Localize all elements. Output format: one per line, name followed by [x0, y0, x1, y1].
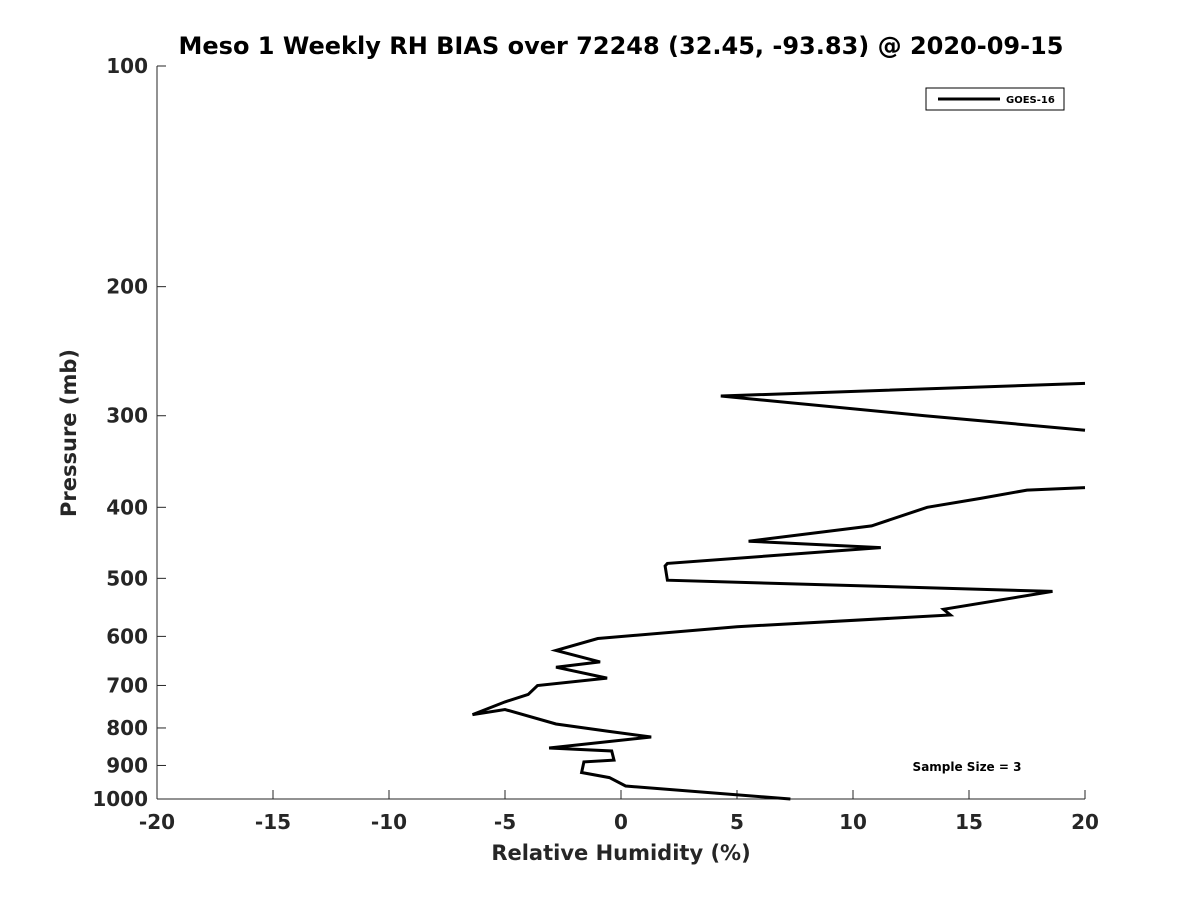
series-line-goes-16-segment-1 [471, 486, 1086, 801]
series-line-goes-16-segment-2 [720, 381, 1086, 432]
y-tick-label: 400 [106, 495, 148, 519]
y-tick-label: 600 [106, 624, 148, 648]
x-tick-label: -15 [255, 810, 291, 834]
series-group [471, 381, 1086, 801]
sample-size-annotation: Sample Size = 3 [913, 760, 1022, 774]
y-tick-label: 200 [106, 275, 148, 299]
x-tick-label: 0 [614, 810, 628, 834]
x-tick-label: 15 [955, 810, 983, 834]
y-tick-label: 700 [106, 673, 148, 697]
y-tick-label: 100 [106, 54, 148, 78]
y-tick-label: 800 [106, 716, 148, 740]
x-tick-label: 10 [839, 810, 867, 834]
plot-area: -20 -15 -10 -5 0 5 10 15 20 100 200 300 400 500 600 70… [92, 54, 1099, 834]
x-axis-label: Relative Humidity (%) [491, 841, 750, 865]
x-tick-label: -10 [371, 810, 407, 834]
y-tick-label: 900 [106, 753, 148, 777]
legend-label-goes-16: GOES-16 [1006, 95, 1055, 106]
y-tick-label: 300 [106, 404, 148, 428]
y-tick-label: 1000 [92, 787, 148, 811]
chart-title: Meso 1 Weekly RH BIAS over 72248 (32.45,… [179, 32, 1064, 60]
y-tick-label: 500 [106, 566, 148, 590]
x-axis-ticks: -20 -15 -10 -5 0 5 10 15 20 [139, 790, 1099, 834]
x-tick-label: 5 [730, 810, 744, 834]
x-tick-label: 20 [1071, 810, 1099, 834]
x-tick-label: -20 [139, 810, 175, 834]
legend: GOES-16 [925, 87, 1065, 111]
y-axis-ticks: 100 200 300 400 500 600 700 800 900 1000 [92, 54, 166, 811]
y-axis-label: Pressure (mb) [57, 349, 81, 517]
x-tick-label: -5 [494, 810, 516, 834]
